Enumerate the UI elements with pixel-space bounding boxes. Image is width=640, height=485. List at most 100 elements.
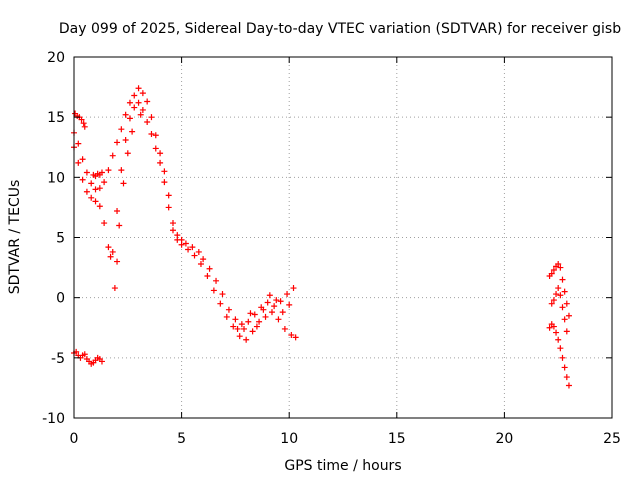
series-arc-early-top — [72, 110, 88, 130]
data-point — [165, 192, 172, 199]
chart-title: Day 099 of 2025, Sidereal Day-to-day VTE… — [59, 21, 621, 37]
data-point — [555, 285, 562, 292]
series-arc-main-upper — [71, 85, 297, 328]
data-point — [200, 256, 207, 263]
data-point — [135, 85, 142, 92]
data-point — [223, 313, 230, 320]
data-point — [236, 333, 243, 340]
data-point — [234, 325, 241, 332]
data-point — [137, 111, 144, 118]
data-point — [550, 266, 557, 273]
data-point — [247, 310, 254, 317]
data-point — [165, 204, 172, 211]
data-point — [88, 180, 95, 187]
x-tick-label: 25 — [603, 431, 621, 447]
data-point — [277, 298, 284, 305]
data-point — [268, 309, 275, 316]
data-point — [557, 345, 564, 352]
data-point — [169, 227, 176, 234]
x-tick-label: 20 — [495, 431, 513, 447]
axis-ticks: 0 5 10 15 20 25 -10 -5 0 5 10 15 20 — [42, 50, 621, 447]
x-tick-label: 10 — [280, 431, 298, 447]
data-point — [144, 118, 151, 125]
data-point — [553, 329, 560, 336]
data-point — [114, 258, 121, 265]
x-tick-label: 15 — [388, 431, 406, 447]
data-point — [139, 106, 146, 113]
data-point — [243, 336, 250, 343]
data-point — [260, 306, 267, 313]
data-point — [557, 292, 564, 299]
data-point — [232, 316, 239, 323]
data-point — [178, 241, 185, 248]
data-point — [169, 220, 176, 227]
data-point — [548, 300, 555, 307]
data-point — [144, 98, 151, 105]
data-point — [286, 301, 293, 308]
data-point — [290, 285, 297, 292]
y-axis-label: SDTVAR / TECUs — [7, 180, 23, 295]
data-point — [195, 248, 202, 255]
data-point — [210, 287, 217, 294]
data-point — [251, 311, 258, 318]
y-tick-label: 5 — [56, 231, 65, 247]
data-point — [92, 198, 99, 205]
data-point — [565, 382, 572, 389]
data-point — [118, 126, 125, 133]
data-point — [275, 316, 282, 323]
data-point — [80, 120, 87, 127]
data-point — [78, 116, 85, 123]
data-point — [225, 306, 232, 313]
data-point — [148, 131, 155, 138]
grid-lines — [74, 57, 612, 418]
data-point — [241, 325, 248, 332]
data-point — [88, 194, 95, 201]
series-arc-main-lower — [71, 99, 299, 343]
data-point — [105, 244, 112, 251]
data-point — [182, 240, 189, 247]
data-point — [75, 159, 82, 166]
data-point — [553, 291, 560, 298]
data-point — [546, 324, 553, 331]
y-tick-label: -10 — [42, 411, 65, 427]
data-point — [114, 208, 121, 215]
data-point — [79, 156, 86, 163]
data-point — [550, 297, 557, 304]
data-point — [79, 176, 86, 183]
data-point — [271, 303, 278, 310]
data-point — [217, 300, 224, 307]
data-point — [262, 313, 269, 320]
data-point — [118, 167, 125, 174]
data-point — [81, 123, 88, 130]
data-point — [559, 354, 566, 361]
y-tick-label: 20 — [47, 50, 65, 66]
data-point — [131, 92, 138, 99]
data-point — [152, 145, 159, 152]
data-point — [292, 334, 299, 341]
data-point — [105, 167, 112, 174]
data-point — [174, 236, 181, 243]
data-point — [152, 132, 159, 139]
data-point — [273, 297, 280, 304]
data-points — [71, 85, 572, 389]
data-point — [561, 288, 568, 295]
data-point — [561, 364, 568, 371]
data-point — [148, 114, 155, 121]
data-point — [109, 248, 116, 255]
data-point — [101, 179, 108, 186]
data-point — [98, 358, 105, 365]
y-tick-label: 10 — [47, 170, 65, 186]
data-point — [107, 253, 114, 260]
y-tick-label: 15 — [47, 110, 65, 126]
data-point — [111, 285, 118, 292]
data-point — [191, 252, 198, 259]
data-point — [253, 323, 260, 330]
data-point — [550, 323, 557, 330]
data-point — [81, 351, 88, 358]
data-point — [555, 260, 562, 267]
data-point — [157, 150, 164, 157]
data-point — [116, 222, 123, 229]
data-point — [83, 169, 90, 176]
data-point — [131, 104, 138, 111]
